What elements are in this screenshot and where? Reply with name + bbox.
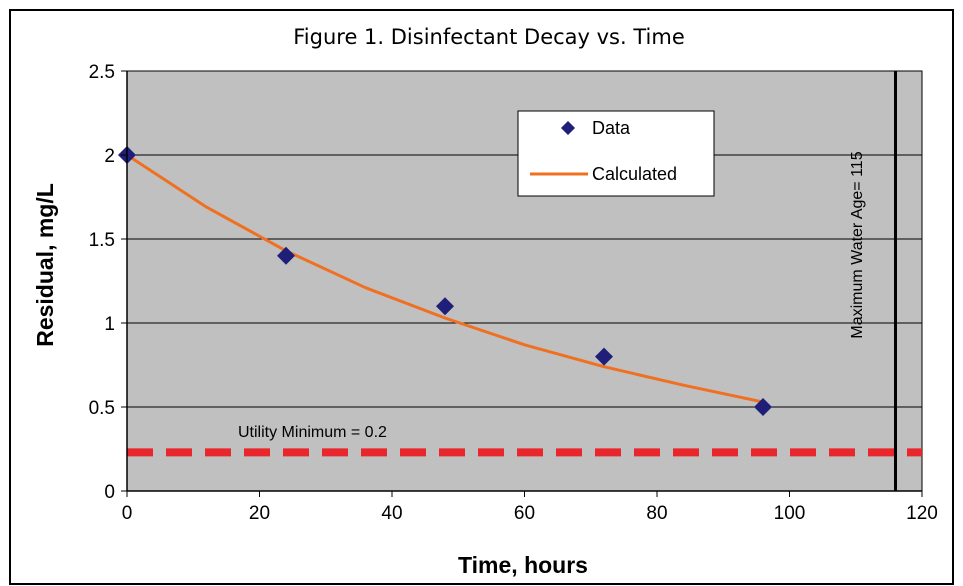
y-tick-label: 0 — [104, 482, 115, 503]
x-axis-label: Time, hours — [458, 552, 588, 578]
axes: 0 0.5 1 1.5 2 2.5 0 20 40 60 80 100 120 — [89, 62, 938, 524]
data-point — [436, 297, 454, 316]
calculated-series-line — [126, 153, 764, 404]
data-point — [277, 246, 295, 265]
x-tick-label: 0 — [122, 503, 133, 524]
utility-minimum-label: Utility Minimum = 0.2 — [238, 424, 387, 441]
y-tick-label: 2 — [104, 146, 115, 167]
legend-label-data: Data — [592, 118, 631, 138]
legend-label-calculated: Calculated — [592, 164, 677, 184]
chart-title: Figure 1. Disinfectant Decay vs. Time — [293, 25, 685, 49]
data-point — [754, 398, 772, 416]
y-tick-label: 0.5 — [89, 398, 115, 419]
legend: Data Calculated — [517, 110, 715, 197]
x-tick-label: 20 — [249, 503, 270, 524]
reference-lines — [127, 71, 922, 491]
max-water-age-label: Maximum Water Age= 115 — [849, 151, 866, 338]
legend-box — [517, 110, 715, 197]
y-tick-label: 1 — [104, 314, 115, 335]
y-tick-label: 2.5 — [89, 62, 115, 83]
legend-diamond-marker — [561, 121, 575, 135]
y-tick-label: 1.5 — [89, 230, 115, 251]
y-axis-label: Residual, mg/L — [32, 183, 58, 347]
x-tick-label: 80 — [646, 503, 667, 524]
x-tick-label: 40 — [381, 503, 402, 524]
x-tick-label: 100 — [774, 503, 806, 524]
data-point — [595, 347, 613, 366]
x-tick-label: 120 — [906, 503, 938, 524]
x-tick-label: 60 — [514, 503, 535, 524]
